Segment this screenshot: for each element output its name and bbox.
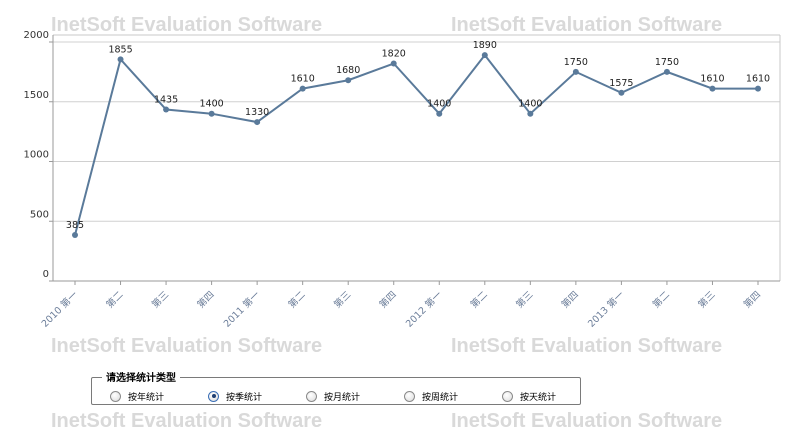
line-chart: 0 500 1000 1500 2000 2010 第一 第二 第三 第四 2011 第一 第二第… [24,30,781,330]
x-axis-ticks: 2010 第一 第二 第三 第四 2011 第一 第二 第三 第四 2012 第一 第二 第三 第四 2… [39,288,763,330]
data-point [572,68,579,75]
data-point [663,68,670,75]
data-label: 1610 [746,74,770,85]
x-tick-label: 2012 第一 [403,288,445,330]
data-point [618,89,625,96]
series-line [74,53,758,236]
x-tick-label: 第二 [104,289,126,311]
data-label: 1575 [609,78,633,89]
radio-button[interactable] [404,390,415,402]
data-label: 1330 [245,107,269,118]
data-point [481,52,488,59]
radio-label: 按周统计 [422,392,459,403]
radio-group-legend: 请选择统计类型 [102,369,180,384]
radio-button[interactable] [502,390,513,402]
radio-label: 按季统计 [226,392,263,403]
radio-label: 按年统计 [128,392,165,403]
watermark: InetSoft Evaluation Software [451,410,723,432]
x-tick-label: 第二 [650,289,672,311]
x-tick-label: 第二 [468,289,490,311]
radio-option-quarterly[interactable]: 按季统计 [208,389,262,403]
data-point [436,110,443,117]
chart-svg: 0500100015002000 2010 第一 第二 第三 第四 2011 第一 第二第… [24,30,781,330]
radio-button[interactable] [306,390,317,402]
data-labels: 385 1855 1435 1400 1330 1610 1680 1820 1400 1890 1… [66,40,770,231]
axes [49,34,781,285]
y-tick-label: 0 [43,269,49,280]
y-tick-label: 500 [30,209,49,220]
data-point [254,119,261,126]
x-tick-label: 第四 [741,289,763,311]
data-point [117,56,124,63]
x-tick-label: 2011 第一 [221,288,263,330]
x-tick-label: 2010 第一 [39,288,81,330]
x-tick-label: 第四 [559,289,581,311]
x-tick-label: 第三 [514,289,536,311]
data-label: 1890 [473,40,497,51]
radio-label: 按天统计 [520,392,557,403]
radio-option-weekly[interactable]: 按周统计 [404,389,458,403]
x-tick-label: 第四 [195,289,217,311]
radio-button[interactable] [110,390,121,402]
radio-option-yearly[interactable]: 按年统计 [110,389,164,403]
y-tick-label: 2000 [24,30,49,41]
grid-lines [53,41,780,222]
radio-option-daily[interactable]: 按天统计 [502,389,556,403]
x-tick-label: 2013 第一 [585,288,627,330]
data-label: 1750 [564,57,588,68]
radio-option-monthly[interactable]: 按月统计 [306,389,360,403]
data-point [755,85,761,92]
y-tick-label: 1000 [24,150,49,161]
y-tick-label: 1500 [24,90,49,101]
data-label: 385 [66,220,84,231]
x-tick-label: 第四 [377,289,399,311]
data-label: 1610 [291,74,315,85]
data-label: 1750 [655,57,679,68]
series-quarterly [72,52,761,238]
data-point [709,85,716,92]
data-point [72,231,78,238]
data-label: 1400 [200,99,224,110]
stat-type-radio-group: 请选择统计类型 按年统计 按季统计 按月统计 按周统计 按天统计 [91,369,581,405]
x-tick-label: 第三 [696,289,718,311]
x-tick-label: 第三 [331,289,353,311]
data-point [390,60,397,67]
y-axis-ticks: 0 500 1000 1500 2000 [24,30,49,280]
data-point [208,110,215,117]
watermark: InetSoft Evaluation Software [51,410,323,432]
data-label: 1610 [700,74,724,85]
radio-button-checked[interactable] [208,390,219,402]
radio-label: 按月统计 [324,392,361,403]
data-label: 1855 [108,44,132,55]
data-label: 1400 [427,99,451,110]
data-label: 1435 [154,95,178,106]
data-label: 1400 [518,99,542,110]
data-label: 1680 [336,65,360,76]
data-label: 1820 [382,49,406,60]
data-point [163,106,170,113]
x-tick-label: 第三 [149,289,171,311]
data-point [299,85,306,92]
x-tick-label: 第二 [286,289,308,311]
data-point [527,110,534,117]
data-point [345,77,352,84]
